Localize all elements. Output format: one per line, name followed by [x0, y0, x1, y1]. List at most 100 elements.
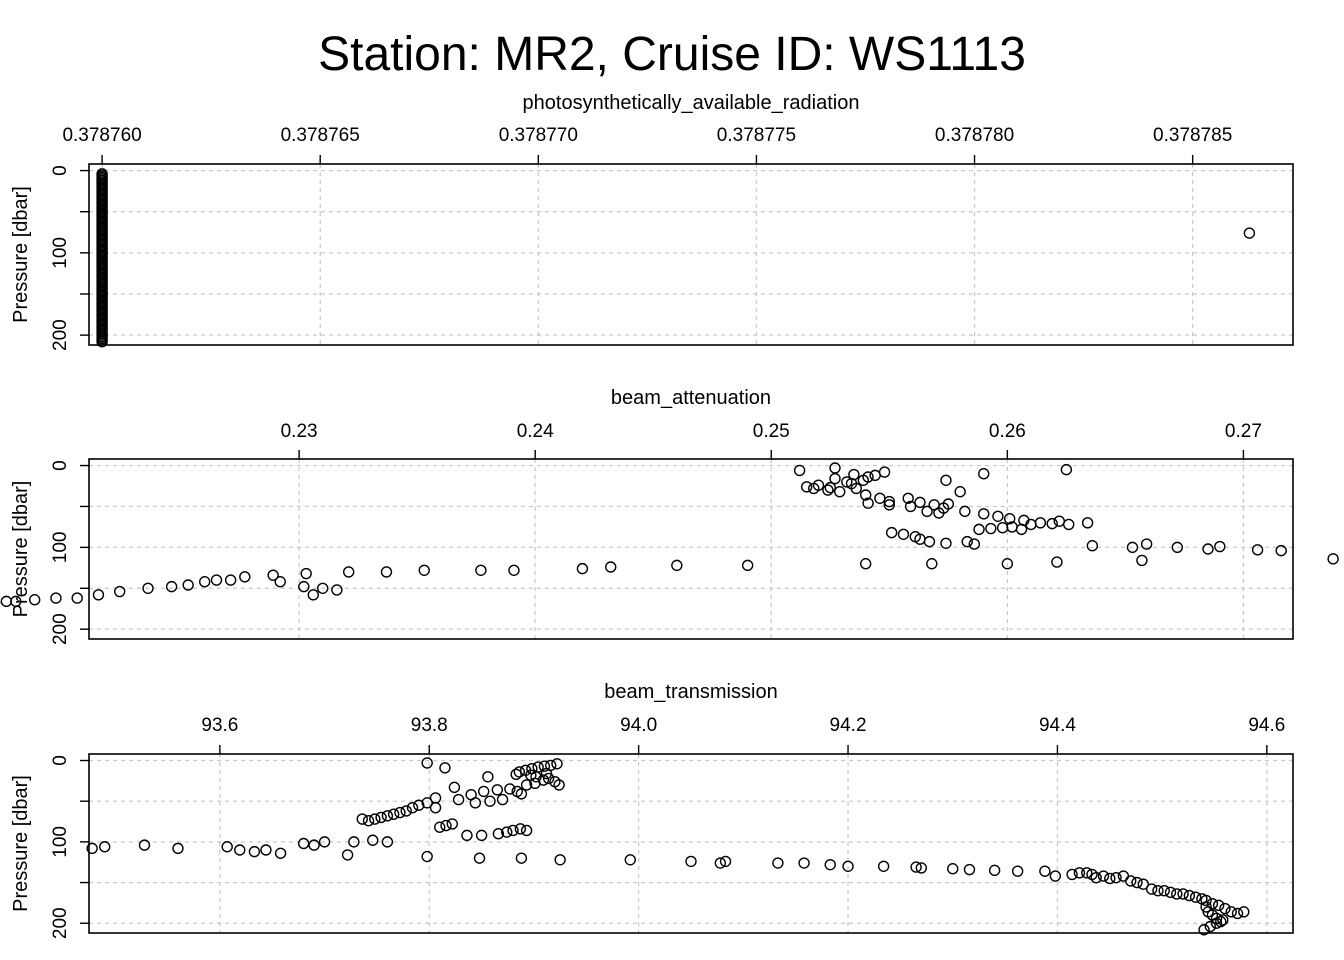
data-point: [300, 567, 312, 580]
data-point: [1204, 920, 1216, 933]
data-point: [959, 505, 971, 518]
data-point: [885, 526, 898, 539]
data-point: [172, 842, 184, 855]
data-point: [992, 510, 1004, 522]
data-point: [1126, 541, 1139, 554]
data-point: [142, 582, 154, 594]
data-point: [1073, 867, 1086, 879]
data-point: [1137, 878, 1149, 890]
data-point: [883, 495, 896, 508]
data-point: [234, 844, 246, 856]
data-point: [824, 481, 836, 494]
data-point: [1183, 889, 1196, 902]
data-point: [841, 476, 853, 488]
data-point: [473, 852, 486, 864]
data-point: [387, 808, 400, 820]
data-points: [0, 462, 1339, 608]
data-point: [1081, 867, 1093, 879]
x-tick-label: 0.24: [517, 421, 554, 442]
data-points: [86, 757, 1250, 936]
data-point: [859, 489, 872, 501]
data-point: [973, 523, 985, 536]
data-point: [808, 482, 820, 495]
x-tick-label: 93.8: [411, 715, 448, 736]
data-point: [529, 777, 541, 789]
data-point: [418, 564, 430, 576]
data-point: [883, 499, 896, 511]
y-tick-label: 0: [50, 755, 71, 766]
data-point: [421, 757, 433, 769]
data-point: [380, 566, 393, 578]
data-point: [1177, 888, 1189, 900]
data-point: [367, 834, 379, 846]
data-point: [968, 538, 980, 550]
x-tick-label: 0.378760: [62, 125, 141, 146]
data-point: [829, 472, 841, 485]
data-point: [1219, 902, 1231, 915]
data-point: [50, 592, 62, 604]
x-tick-label: 94.4: [1039, 715, 1076, 736]
y-axis-label: Pressure [dbar]: [10, 775, 32, 912]
y-tick-label: 200: [50, 319, 71, 351]
x-tick-label: 94.0: [620, 715, 657, 736]
data-point: [1104, 872, 1116, 885]
data-point: [822, 484, 834, 496]
data-point: [342, 566, 355, 578]
data-point: [857, 474, 870, 486]
x-tick-label: 0.378775: [717, 125, 796, 146]
data-point: [793, 464, 806, 477]
data-point: [1200, 901, 1212, 913]
data-point: [954, 486, 966, 498]
data-point: [1136, 554, 1148, 567]
data-point: [260, 844, 272, 856]
data-point: [926, 558, 938, 570]
data-point: [910, 861, 922, 873]
data-point: [182, 579, 194, 591]
data-point: [921, 505, 933, 518]
data-point: [369, 813, 381, 825]
data-point: [1131, 876, 1143, 889]
plot-frame: [88, 163, 1294, 346]
data-point: [985, 522, 997, 535]
data-point: [86, 842, 98, 855]
data-point: [923, 535, 936, 548]
data-point: [538, 760, 551, 772]
data-points: [96, 168, 1256, 348]
x-tick-label: 0.27: [1225, 421, 1262, 442]
data-point: [96, 336, 108, 348]
data-point: [1001, 558, 1014, 570]
data-point: [496, 793, 509, 806]
data-point: [297, 837, 310, 850]
data-point: [1212, 899, 1225, 912]
data-point: [862, 497, 874, 509]
data-point: [274, 576, 286, 588]
x-tick-label: 0.26: [989, 421, 1026, 442]
data-point: [1214, 540, 1226, 553]
data-point: [1063, 518, 1075, 531]
data-point: [29, 594, 41, 606]
data-point: [940, 537, 952, 549]
panels: photosynthetically_available_radiation 0.…: [0, 92, 1339, 939]
data-point: [513, 766, 525, 778]
data-point: [1243, 227, 1256, 239]
data-point: [375, 811, 387, 824]
data-point: [239, 571, 251, 583]
data-point: [317, 582, 329, 594]
data-point: [1189, 891, 1202, 903]
data-point: [446, 818, 458, 830]
data-point: [1125, 875, 1137, 887]
data-point: [165, 580, 178, 593]
x-tick-label: 0.378780: [935, 125, 1014, 146]
data-point: [963, 863, 976, 876]
x-tick-label: 0.23: [281, 421, 318, 442]
data-point: [878, 466, 891, 478]
data-point: [356, 813, 368, 825]
data-point: [0, 595, 13, 608]
data-point: [772, 857, 784, 869]
data-point: [308, 839, 320, 851]
data-point: [510, 768, 522, 781]
data-point: [624, 854, 636, 866]
data-point: [501, 826, 513, 838]
data-point: [1049, 870, 1062, 882]
data-point: [362, 815, 375, 827]
